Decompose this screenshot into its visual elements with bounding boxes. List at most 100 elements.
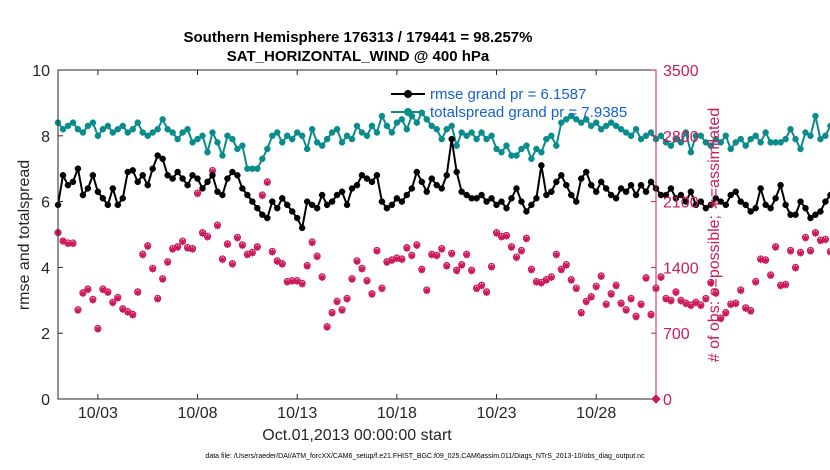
totalspread-point	[214, 139, 221, 146]
legend-entry: rmse grand pr = 6.1587	[430, 86, 586, 103]
right-y-tick-label: 700	[663, 326, 690, 343]
obs-assimilated-point	[368, 291, 376, 298]
rmse-point	[647, 178, 655, 186]
rmse-point	[667, 185, 675, 192]
chart-title-line2: SAT_HORIZONTAL_WIND @ 400 hPa	[227, 48, 490, 65]
rmse-point	[318, 191, 326, 199]
totalspread-point	[747, 135, 754, 143]
totalspread-point	[99, 125, 107, 133]
obs-assimilated-point	[697, 302, 705, 310]
rmse-point	[323, 201, 331, 209]
totalspread-point	[448, 122, 455, 130]
obs-assimilated-point	[174, 244, 181, 251]
obs-assimilated-point	[59, 237, 67, 245]
totalspread-point	[488, 132, 495, 140]
rmse-point	[388, 201, 396, 209]
totalspread-point	[498, 149, 505, 156]
rmse-point	[642, 188, 650, 195]
obs-assimilated-point	[667, 298, 675, 305]
obs-assimilated-point	[732, 300, 739, 308]
obs-assimilated-point	[383, 259, 391, 266]
right-y-tick-label: 0	[663, 392, 672, 409]
rmse-point	[358, 172, 366, 179]
totalspread-point	[74, 125, 82, 133]
obs-assimilated-point	[308, 239, 316, 247]
obs-assimilated-point	[707, 280, 715, 287]
obs-assimilated-point	[568, 277, 575, 284]
obs-assimilated-point	[403, 245, 411, 252]
x-tick-label: 10/28	[576, 405, 616, 422]
totalspread-point	[159, 116, 166, 123]
totalspread-point	[662, 139, 670, 146]
rmse-point	[433, 181, 440, 189]
rmse-point	[712, 195, 720, 202]
obs-assimilated-point	[508, 244, 515, 251]
legend-entry: totalspread grand pr = 7.9385	[430, 104, 627, 121]
totalspread-point	[787, 125, 794, 133]
totalspread-point	[79, 129, 87, 136]
obs-assimilated-point	[323, 324, 331, 331]
rmse-point	[303, 198, 311, 205]
totalspread-point	[104, 122, 112, 130]
totalspread-point	[717, 139, 725, 146]
left-y-tick-label: 8	[41, 129, 50, 146]
totalspread-point	[677, 139, 685, 146]
totalspread-point	[438, 135, 445, 143]
obs-assimilated-point	[169, 246, 176, 253]
left-y-tick-label: 4	[41, 260, 50, 277]
totalspread-point	[149, 129, 156, 136]
rmse-point	[627, 181, 635, 189]
rmse-point	[807, 214, 814, 222]
rmse-point	[368, 178, 376, 186]
obs-assimilated-point	[777, 283, 784, 290]
rmse-point	[587, 181, 595, 189]
totalspread-point	[293, 129, 301, 136]
obs-assimilated-point	[727, 301, 734, 309]
totalspread-point	[802, 129, 809, 136]
obs-assimilated-point	[433, 252, 440, 260]
obs-assimilated-point	[373, 248, 381, 255]
obs-assimilated-point	[333, 298, 341, 306]
totalspread-point	[478, 129, 485, 136]
rmse-point	[792, 211, 799, 219]
obs-assimilated-point	[259, 192, 266, 200]
rmse-point	[169, 175, 176, 182]
rmse-point	[747, 208, 754, 215]
totalspread-point	[503, 142, 510, 149]
obs-assimilated-point	[249, 250, 256, 257]
obs-assimilated-point	[294, 278, 301, 285]
obs-assimilated-point	[538, 280, 545, 287]
obs-assimilated-point	[254, 244, 261, 251]
totalspread-point	[353, 122, 361, 130]
rmse-point	[518, 198, 525, 205]
obs-assimilated-point	[423, 287, 430, 295]
rmse-point	[393, 195, 401, 202]
obs-assimilated-point	[588, 294, 595, 301]
totalspread-point	[558, 119, 565, 126]
obs-assimilated-point	[318, 274, 326, 281]
totalspread-point	[632, 125, 640, 133]
totalspread-point	[179, 129, 186, 136]
totalspread-point	[493, 145, 500, 153]
obs-assimilated-point	[742, 305, 749, 312]
totalspread-point	[288, 135, 296, 143]
rmse-point	[827, 191, 830, 199]
rmse-point	[533, 195, 540, 202]
totalspread-point	[612, 122, 620, 130]
rmse-point	[637, 181, 645, 189]
totalspread-point	[697, 132, 705, 140]
obs-assimilated-point	[503, 233, 510, 240]
totalspread-point	[269, 132, 276, 140]
totalspread-point	[458, 129, 465, 136]
obs-assimilated-point	[702, 296, 710, 303]
x-tick-label: 10/18	[377, 405, 417, 422]
totalspread-point	[807, 132, 814, 140]
obs-assimilated-point	[239, 242, 246, 249]
totalspread-point	[792, 135, 799, 143]
totalspread-point	[313, 139, 321, 146]
obs-assimilated-point	[533, 279, 540, 286]
rmse-point	[493, 201, 500, 209]
rmse-point	[244, 191, 251, 199]
obs-assimilated-point	[583, 298, 590, 306]
rmse-point	[428, 175, 435, 182]
